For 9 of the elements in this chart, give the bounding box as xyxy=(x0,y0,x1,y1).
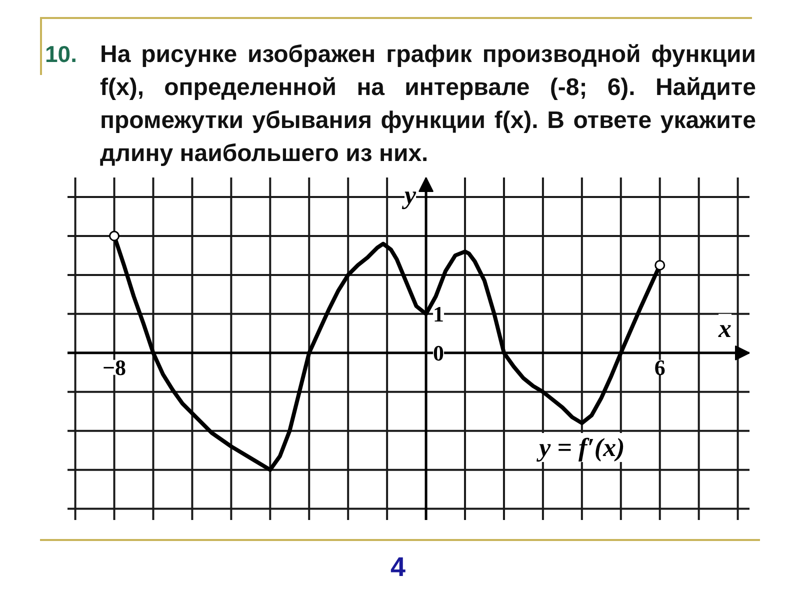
x-tick-label: 6 xyxy=(654,354,666,380)
x-tick-label: −8 xyxy=(102,354,126,380)
series-label: y = f′(x) xyxy=(536,433,625,462)
x-axis-title: x xyxy=(718,314,732,343)
y-tick-label: 1 xyxy=(433,301,444,326)
y-axis-title: y xyxy=(402,180,417,210)
y-tick-label: 0 xyxy=(433,340,444,366)
chart-title: 10. На рисунке изображен график производной функции f(x), определенной на интервале (-8; 6). Найдите промежутки убывания функции f(x). В ответе укажите длину наибольшего из них. xyxy=(45,40,756,169)
text: 4 xyxy=(389,551,407,584)
